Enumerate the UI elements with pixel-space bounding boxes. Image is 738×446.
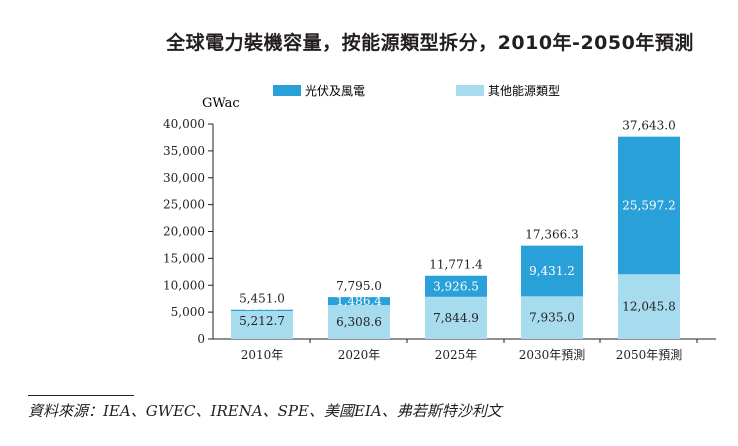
- y-tick-label: 35,000: [163, 144, 205, 158]
- bar-other: [521, 296, 583, 339]
- y-tick-label: 30,000: [163, 171, 205, 185]
- source-divider: [28, 395, 134, 396]
- data-label-renewable: 3,926.5: [433, 279, 479, 293]
- bar-other: [328, 305, 390, 339]
- x-tick-label: 2030年預測: [519, 348, 586, 362]
- data-label-renewable: 1,486.4: [336, 294, 382, 308]
- data-label-renewable: 238.3: [245, 299, 279, 313]
- y-tick-label: 0: [197, 332, 205, 346]
- data-label-other: 6,308.6: [336, 315, 382, 329]
- legend-swatch-renewable: [273, 85, 301, 96]
- data-label-other: 7,935.0: [529, 311, 575, 325]
- x-tick-label: 2050年預測: [616, 348, 683, 362]
- bar-other: [231, 310, 293, 339]
- data-label-other: 5,212.7: [239, 314, 285, 328]
- legend-swatch-other: [456, 85, 484, 96]
- chart-title: 全球電力裝機容量，按能源類型拆分，2010年-2050年預測: [166, 32, 694, 54]
- data-label-total: 37,643.0: [622, 119, 675, 133]
- data-label-other: 7,844.9: [433, 311, 479, 325]
- source-note: 資料來源：IEA、GWEC、IRENA、SPE、美國EIA、弗若斯特沙利文: [28, 402, 502, 420]
- y-tick-label: 15,000: [163, 251, 205, 265]
- data-label-total: 7,795.0: [336, 279, 382, 293]
- bar-renewable: [328, 297, 390, 306]
- y-axis-ticks: 0 5,000 10,000 15,000 20,000 25,000 30,000 35,0…: [163, 117, 213, 346]
- x-tick-label: 2025年: [435, 348, 478, 362]
- y-tick-label: 10,000: [163, 278, 205, 292]
- bar-other: [618, 274, 680, 339]
- legend-label-renewable: 光伏及風電: [305, 84, 365, 98]
- data-label-total: 17,366.3: [525, 228, 578, 242]
- bar-other: [425, 296, 487, 339]
- y-tick-label: 5,000: [171, 305, 205, 319]
- y-axis-label: GWac: [202, 96, 240, 111]
- x-axis-labels: 2010年 2020年 2025年 2030年預測 2050年預測: [241, 339, 698, 362]
- x-tick-label: 2020年: [338, 348, 381, 362]
- data-label-total: 11,771.4: [429, 258, 483, 272]
- data-label-renewable: 9,431.2: [529, 264, 575, 278]
- bar-renewable: [231, 309, 293, 311]
- bar-renewable: [618, 136, 680, 275]
- x-tick-label: 2010年: [241, 348, 284, 362]
- y-tick-label: 40,000: [163, 117, 205, 131]
- legend: 光伏及風電 其他能源類型: [273, 84, 560, 98]
- bar-renewable: [521, 245, 583, 297]
- y-tick-label: 20,000: [163, 225, 205, 239]
- data-label-other: 12,045.8: [622, 300, 675, 314]
- legend-label-other: 其他能源類型: [488, 84, 560, 98]
- bar-renewable: [425, 275, 487, 297]
- y-tick-label: 25,000: [163, 198, 205, 212]
- data-label-renewable: 25,597.2: [622, 198, 675, 212]
- data-label-total: 5,451.0: [239, 292, 285, 306]
